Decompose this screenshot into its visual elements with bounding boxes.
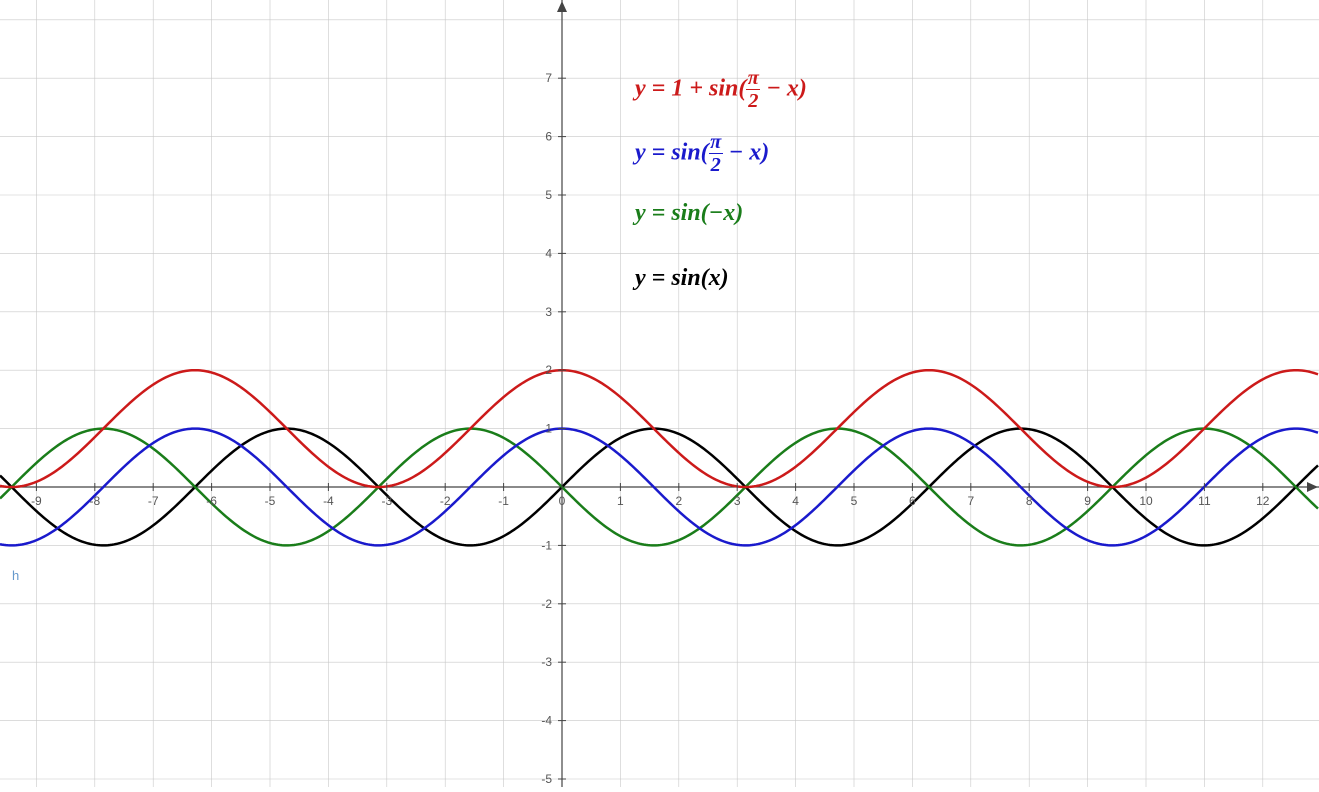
x-tick-label: -1: [498, 494, 509, 508]
y-tick-label: 1: [545, 422, 552, 436]
x-tick-label: 10: [1139, 494, 1153, 508]
y-tick-label: -2: [541, 597, 552, 611]
x-tick-label: 0: [559, 494, 566, 508]
x-tick-label: -2: [440, 494, 451, 508]
legend-item: y = sin(π2 − x): [635, 132, 769, 176]
coordinate-plane: -9-8-7-6-5-4-3-2-10123456789101112-5-4-3…: [0, 0, 1319, 787]
y-tick-label: 6: [545, 130, 552, 144]
legend-item: y = 1 + sin(π2 − x): [635, 68, 807, 112]
x-tick-label: 4: [792, 494, 799, 508]
x-tick-label: -3: [381, 494, 392, 508]
x-tick-label: -8: [89, 494, 100, 508]
x-tick-label: -5: [265, 494, 276, 508]
x-tick-label: 11: [1198, 494, 1211, 508]
y-tick-label: 3: [545, 305, 552, 319]
x-tick-label: 2: [675, 494, 682, 508]
x-tick-label: -7: [148, 494, 159, 508]
x-tick-label: 7: [967, 494, 974, 508]
y-tick-label: 5: [545, 188, 552, 202]
x-tick-label: 1: [617, 494, 624, 508]
y-tick-label: 7: [545, 71, 552, 85]
x-tick-label: 5: [851, 494, 858, 508]
x-tick-label: -9: [31, 494, 42, 508]
y-tick-label: -3: [541, 655, 552, 669]
y-tick-label: 2: [545, 363, 552, 377]
legend-item: y = sin(x): [635, 265, 729, 292]
x-tick-label: -4: [323, 494, 334, 508]
y-tick-label: -1: [541, 538, 552, 552]
h-label: h: [12, 568, 19, 583]
x-tick-label: 8: [1026, 494, 1033, 508]
x-tick-label: -6: [206, 494, 217, 508]
x-tick-label: 6: [909, 494, 916, 508]
y-tick-label: -4: [541, 714, 552, 728]
x-tick-label: 9: [1084, 494, 1091, 508]
y-tick-label: 4: [545, 246, 552, 260]
chart-svg: -9-8-7-6-5-4-3-2-10123456789101112-5-4-3…: [0, 0, 1319, 787]
legend-item: y = sin(−x): [635, 200, 743, 227]
x-tick-label: 12: [1256, 494, 1270, 508]
x-tick-label: 3: [734, 494, 741, 508]
y-tick-label: -5: [541, 772, 552, 786]
